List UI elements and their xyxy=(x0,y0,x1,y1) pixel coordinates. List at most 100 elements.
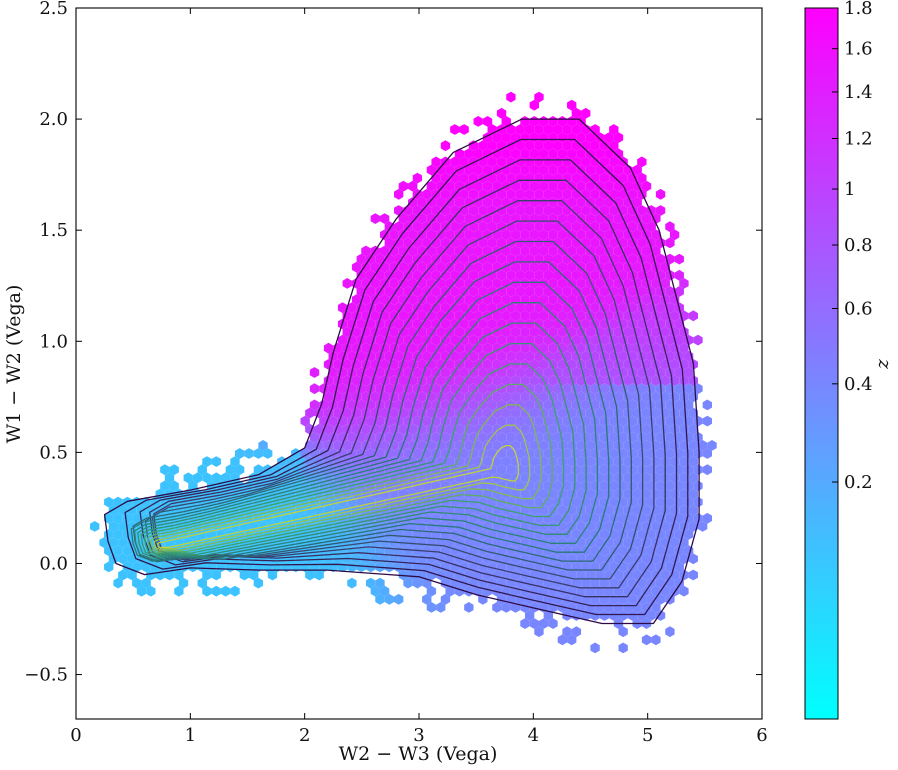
hexbin-cell xyxy=(394,383,404,395)
hexbin-cell xyxy=(263,448,273,459)
hexbin-cell xyxy=(431,221,441,233)
hexbin-cell xyxy=(197,464,207,476)
hexbin-cell xyxy=(567,537,577,548)
hexbin-cell xyxy=(665,237,675,249)
hexbin-cell xyxy=(524,156,535,168)
hexbin-cell xyxy=(693,480,703,492)
hexbin-cell xyxy=(501,278,511,289)
hexbin-cell xyxy=(478,302,488,314)
hexbin-cell xyxy=(515,269,525,281)
hexbin-cell xyxy=(104,512,114,524)
hexbin-cell xyxy=(557,634,568,646)
hexbin-cell xyxy=(604,294,614,305)
hexbin-cell xyxy=(599,610,610,621)
hexbin-cell xyxy=(356,415,366,427)
hexbin-cell xyxy=(604,180,614,192)
hexbin-cell xyxy=(379,407,390,419)
hexbin-cell xyxy=(609,124,619,135)
hexbin-cell xyxy=(473,326,483,338)
hexbin-cell xyxy=(492,132,502,143)
hexbin-cell xyxy=(412,221,423,233)
hexbin-cell xyxy=(515,545,525,557)
hexbin-cell xyxy=(440,334,451,346)
hexbin-cell xyxy=(510,553,521,565)
hexbin-cell xyxy=(581,107,591,119)
hexbin-cell xyxy=(520,148,530,160)
hexbin-cell xyxy=(571,464,582,476)
hexbin-cell xyxy=(375,253,385,265)
hexbin-cell xyxy=(394,545,404,557)
hexbin-cell xyxy=(651,521,661,532)
hexbin-cell xyxy=(637,156,647,168)
hexbin-cell xyxy=(482,423,493,435)
hexbin-cell xyxy=(468,188,479,200)
hexbin-cell xyxy=(524,205,535,216)
hexbin-cell xyxy=(370,553,380,565)
hexbin-cell xyxy=(496,415,507,427)
hexbin-cell xyxy=(417,440,427,451)
hexbin-cell xyxy=(520,261,530,273)
hexbin-cell xyxy=(609,221,619,233)
hexbin-cell xyxy=(665,334,675,346)
hexbin-cell xyxy=(450,286,460,297)
hexbin-cell xyxy=(641,245,652,257)
hexbin-cell xyxy=(604,504,614,516)
hexbin-cell xyxy=(534,367,544,378)
hexbin-cell xyxy=(548,164,558,176)
hexbin-cell xyxy=(618,480,628,492)
hexbin-cell xyxy=(379,585,390,597)
hexbin-cell xyxy=(524,496,535,508)
hexbin-cell xyxy=(473,440,483,451)
hexbin-cell xyxy=(412,318,423,330)
hexbin-cell xyxy=(384,593,394,605)
density-contour xyxy=(103,118,700,625)
hexbin-cell xyxy=(613,148,624,160)
density-contour xyxy=(140,342,576,557)
hexbin-cell xyxy=(595,521,605,532)
hexbin-cell xyxy=(534,221,544,233)
hexbin-cell xyxy=(524,124,535,135)
hexbin-cell xyxy=(576,245,586,257)
hexbin-cell xyxy=(683,480,694,492)
hexbin-cell xyxy=(361,553,371,565)
hexbin-cell xyxy=(674,383,684,395)
hexbin-cell xyxy=(557,472,568,484)
hexbin-cell xyxy=(464,440,474,451)
hexbin-cell xyxy=(599,529,610,540)
hexbin-cell xyxy=(613,521,624,532)
hexbin-cell xyxy=(548,245,558,257)
hexbin-cell xyxy=(412,334,423,346)
hexbin-cell xyxy=(459,334,469,346)
hexbin-cell xyxy=(445,456,455,467)
hexbin-cell xyxy=(478,318,488,330)
hexbin-cell xyxy=(379,440,390,451)
hexbin-cell xyxy=(637,205,647,216)
hexbin-cell xyxy=(337,302,348,314)
hexbin-cell xyxy=(665,286,675,297)
hexbin-cell xyxy=(679,456,689,467)
hexbin-cell xyxy=(398,213,409,224)
hexbin-cell xyxy=(230,456,240,467)
hexbin-cell xyxy=(520,553,530,565)
density-contour xyxy=(151,220,644,580)
hexbin-cell xyxy=(534,448,544,459)
hexbin-cell xyxy=(235,464,245,476)
hexbin-cell xyxy=(679,553,689,565)
hexbin-cell xyxy=(440,253,451,265)
hexbin-cell xyxy=(590,237,600,249)
hexbin-cell xyxy=(445,359,455,370)
density-contour xyxy=(153,200,655,589)
hexbin-cell xyxy=(524,221,535,233)
hexbin-cell xyxy=(683,448,694,459)
hexbin-cell xyxy=(595,407,605,419)
hexbin-cell xyxy=(585,132,596,143)
hexbin-cell xyxy=(627,334,638,346)
hexbin-cell xyxy=(529,375,539,386)
hexbin-cell xyxy=(646,221,656,233)
hexbin-cell xyxy=(669,407,680,419)
hexbin-cell xyxy=(496,431,507,443)
hexbin-cell xyxy=(356,269,366,281)
hexbin-cell xyxy=(464,472,474,484)
colorbar-tick-label: 1.6 xyxy=(844,39,873,60)
hexbin-cell xyxy=(440,383,451,395)
